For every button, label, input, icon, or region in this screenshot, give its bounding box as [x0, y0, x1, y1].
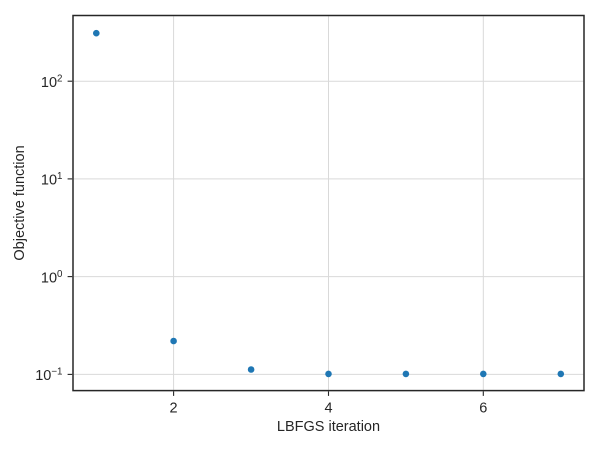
svg-text:LBFGS iteration: LBFGS iteration	[277, 419, 380, 435]
svg-text:6: 6	[479, 401, 487, 417]
svg-text:Objective function: Objective function	[12, 145, 28, 260]
svg-text:4: 4	[324, 401, 332, 417]
svg-text:2: 2	[170, 401, 178, 417]
